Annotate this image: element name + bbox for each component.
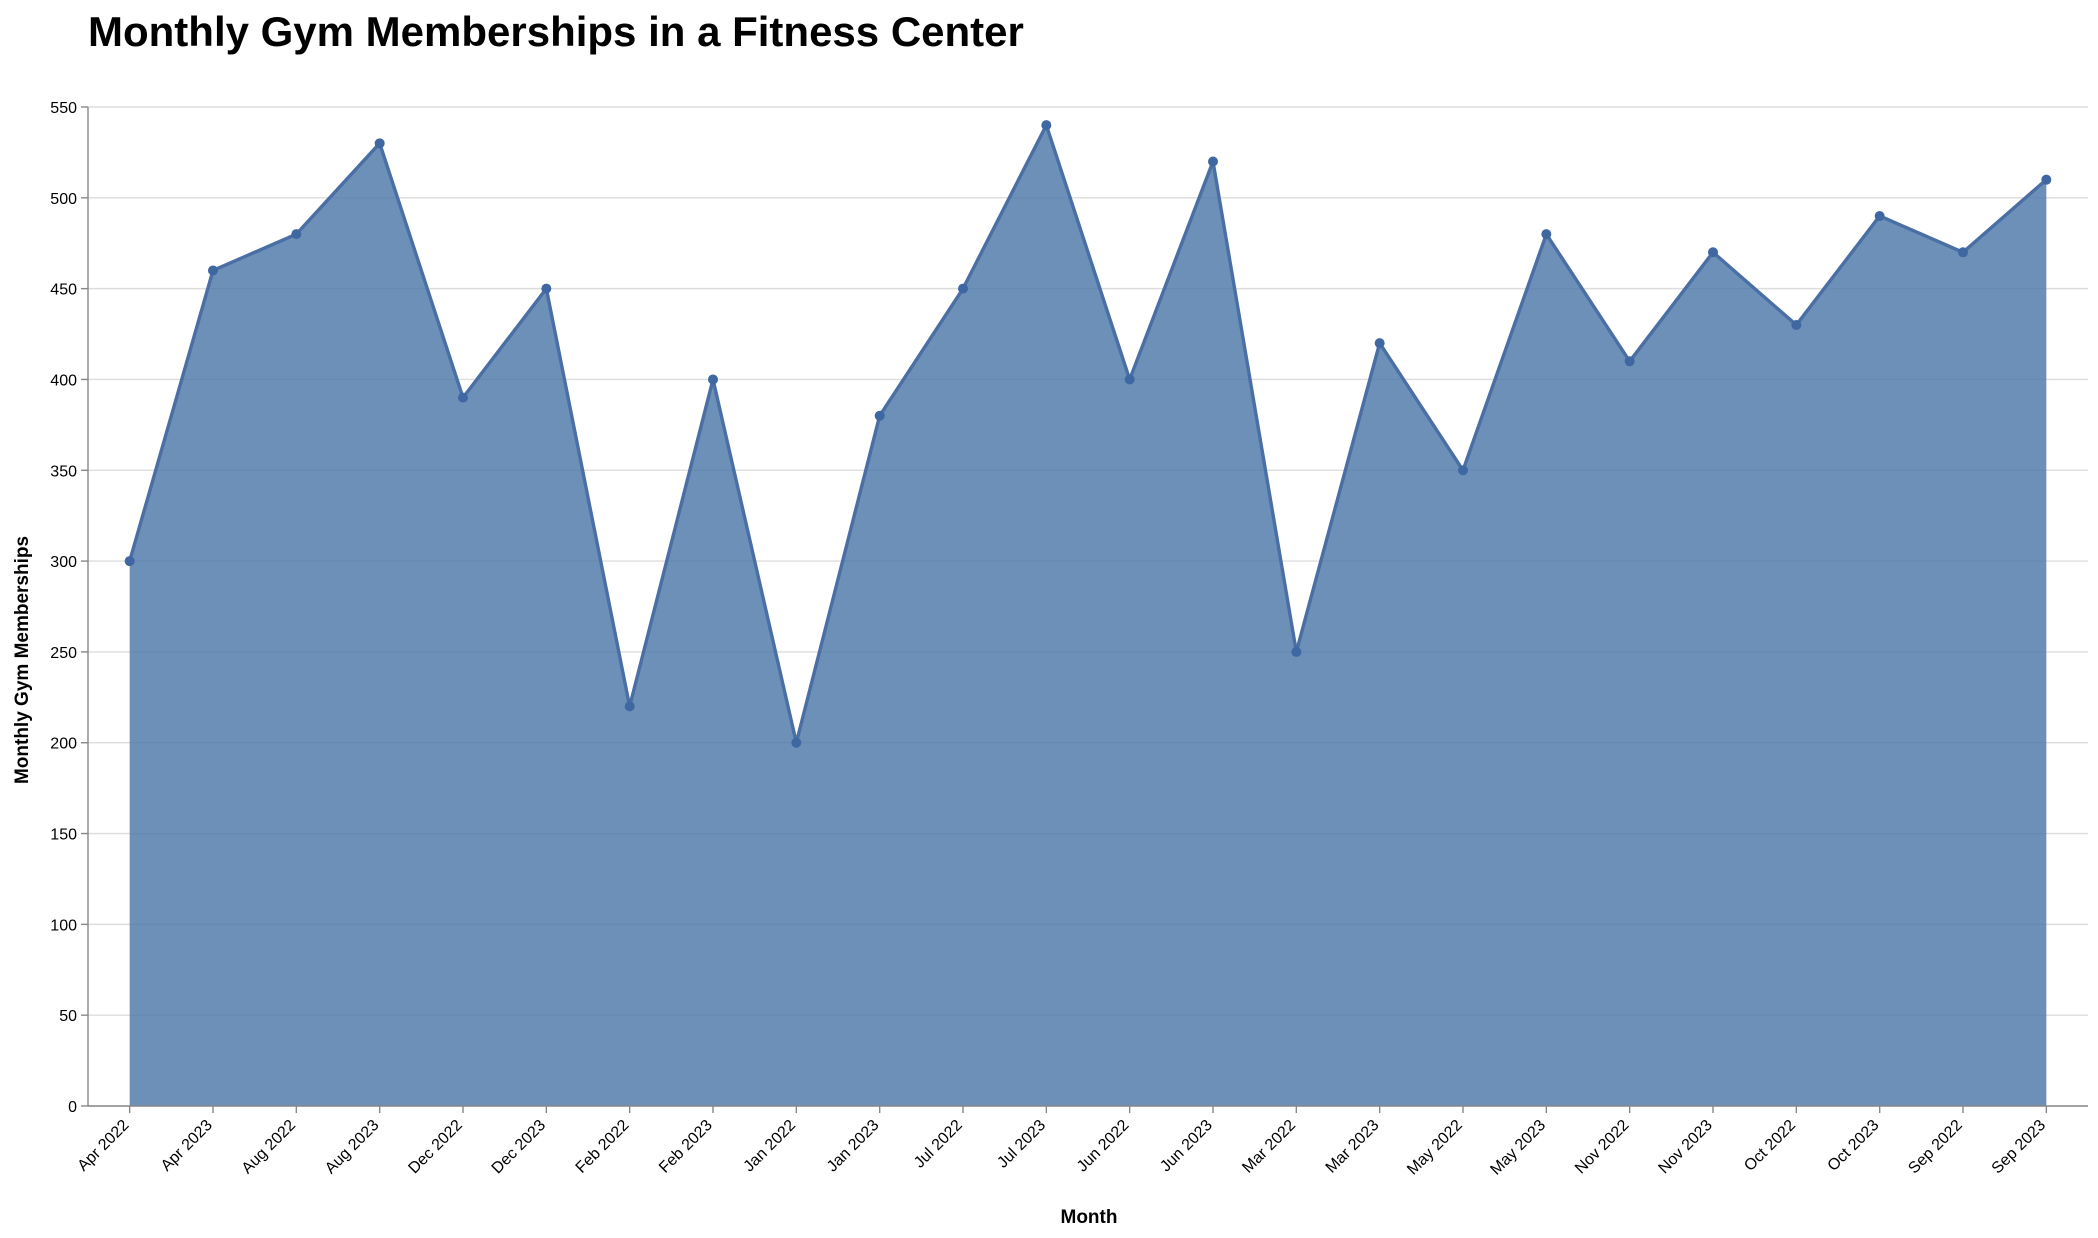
y-tick-label: 200 <box>50 736 77 753</box>
data-point-20[interactable] <box>1791 319 1802 330</box>
x-tick-label: Nov 2023 <box>1655 1117 1716 1178</box>
data-point-15[interactable] <box>1374 338 1385 349</box>
data-point-16[interactable] <box>1458 465 1468 476</box>
data-point-12[interactable] <box>1124 374 1135 385</box>
data-point-6[interactable] <box>624 701 635 712</box>
x-tick-label: Aug 2023 <box>322 1117 383 1178</box>
x-tick-label: Jul 2022 <box>911 1117 966 1172</box>
data-point-17[interactable] <box>1541 229 1552 240</box>
data-point-5[interactable] <box>541 283 552 294</box>
x-tick-label: Jun 2023 <box>1157 1117 1216 1176</box>
data-point-18[interactable] <box>1624 356 1635 367</box>
y-tick-label: 350 <box>50 463 77 480</box>
data-point-10[interactable] <box>958 283 968 294</box>
data-point-21[interactable] <box>1874 210 1885 221</box>
x-tick-label: May 2023 <box>1487 1117 1549 1179</box>
y-tick-label: 400 <box>50 372 77 389</box>
area-fill <box>129 125 2047 1106</box>
data-point-7[interactable] <box>708 374 718 385</box>
data-point-23[interactable] <box>2041 174 2052 185</box>
x-tick-label: Mar 2022 <box>1239 1117 1299 1177</box>
data-point-14[interactable] <box>1291 646 1302 657</box>
x-tick-label: Aug 2022 <box>239 1117 300 1178</box>
x-tick-label: Feb 2022 <box>573 1117 633 1177</box>
y-axis-title: Monthly Gym Memberships <box>12 536 33 784</box>
x-tick-label: Mar 2023 <box>1323 1117 1383 1177</box>
y-tick-label: 500 <box>50 191 77 208</box>
x-axis-title: Month <box>1061 1207 1118 1228</box>
y-tick-label: 100 <box>50 917 77 934</box>
x-tick-label: Jun 2022 <box>1074 1117 1133 1176</box>
x-tick-label: Oct 2022 <box>1741 1117 1799 1175</box>
chart-title: Monthly Gym Memberships in a Fitness Cen… <box>88 8 1024 55</box>
y-tick-label: 0 <box>68 1099 77 1116</box>
x-tick-label: Sep 2022 <box>1905 1117 1966 1178</box>
x-tick-label: Apr 2022 <box>75 1117 133 1175</box>
data-point-22[interactable] <box>1958 247 1968 258</box>
data-point-13[interactable] <box>1208 156 1218 167</box>
x-tick-label: Sep 2023 <box>1989 1117 2050 1178</box>
x-tick-label: Jan 2023 <box>824 1117 883 1176</box>
y-axis: 0 50 100 150 200 250 300 350 400 450 500 550 <box>50 100 89 1116</box>
x-tick-label: Oct 2023 <box>1825 1117 1883 1175</box>
y-tick-label: 250 <box>50 645 77 662</box>
data-point-11[interactable] <box>1041 120 1052 131</box>
data-point-1[interactable] <box>208 265 218 276</box>
data-point-8[interactable] <box>791 737 802 748</box>
x-axis: Apr 2022 Apr 2023 Aug 2022 Aug 2023 Dec 2022… <box>75 1105 2088 1179</box>
series-line <box>128 123 2048 745</box>
y-tick-label: 300 <box>50 554 77 571</box>
x-tick-label: Jul 2023 <box>994 1117 1049 1172</box>
y-tick-label: 450 <box>50 282 77 299</box>
x-tick-label: May 2022 <box>1404 1117 1466 1179</box>
y-tick-label: 550 <box>50 100 77 117</box>
data-point-3[interactable] <box>374 138 385 149</box>
area-series <box>128 123 2048 1106</box>
data-point-4[interactable] <box>458 392 468 403</box>
x-tick-label: Feb 2023 <box>656 1117 716 1177</box>
y-tick-label: 50 <box>59 1008 77 1025</box>
data-point-2[interactable] <box>291 229 302 240</box>
y-tick-label: 150 <box>50 827 77 844</box>
x-tick-label: Dec 2022 <box>405 1117 466 1178</box>
x-tick-label: Dec 2023 <box>489 1117 550 1178</box>
x-tick-label: Apr 2023 <box>158 1117 216 1175</box>
data-point-0[interactable] <box>124 556 135 567</box>
data-point-9[interactable] <box>874 410 885 421</box>
x-tick-label: Jan 2022 <box>741 1117 800 1176</box>
x-tick-label: Nov 2022 <box>1572 1117 1633 1178</box>
data-point-19[interactable] <box>1708 247 1718 258</box>
data-points <box>124 120 2052 748</box>
